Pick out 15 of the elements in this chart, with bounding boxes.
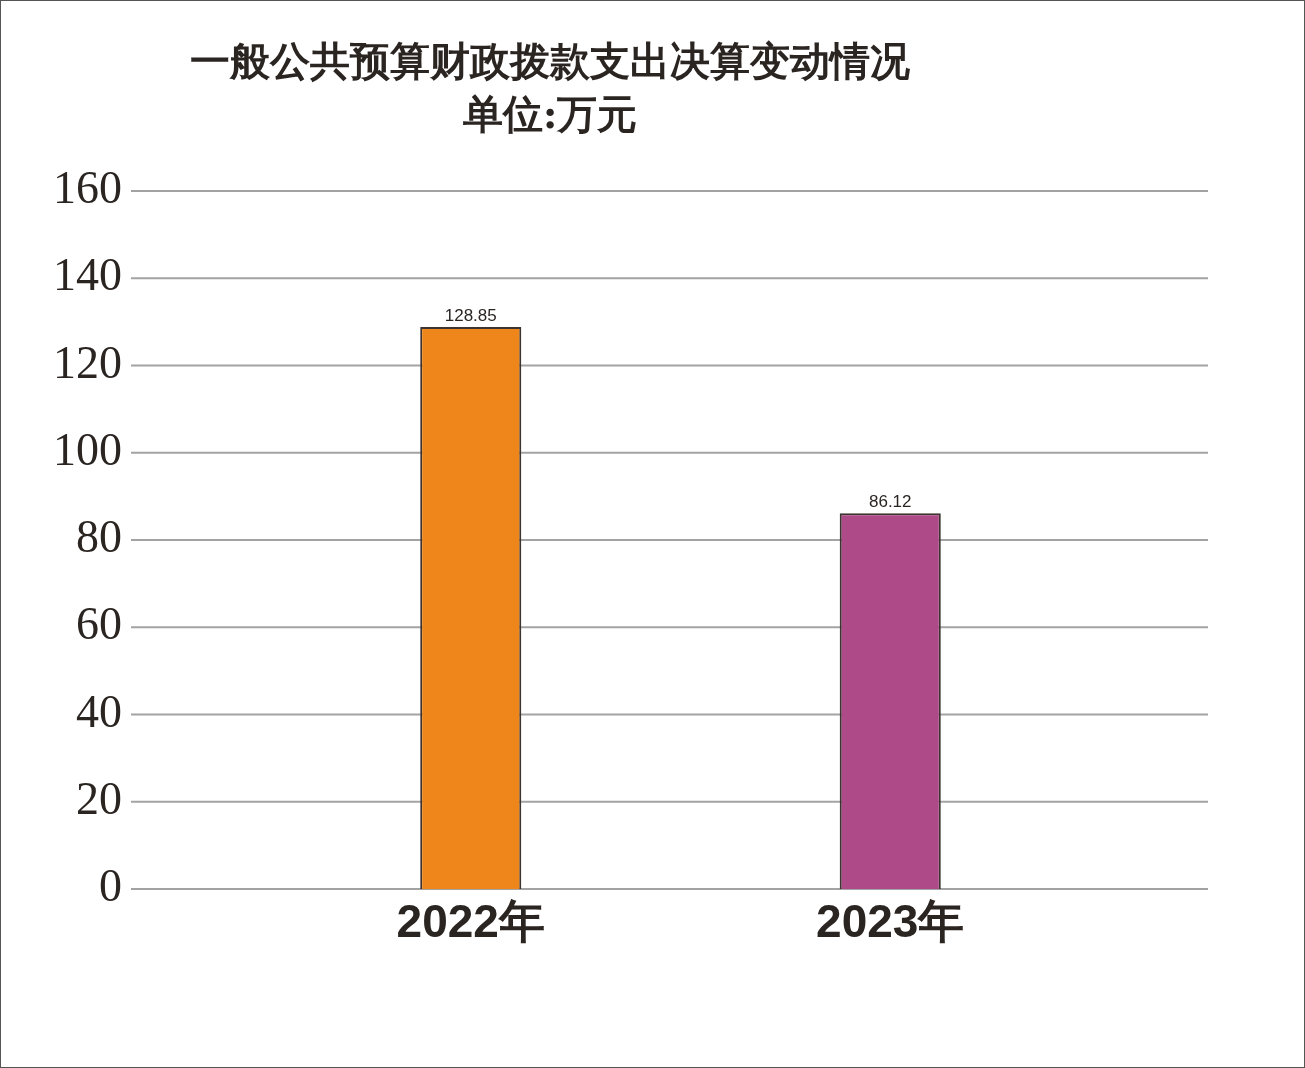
x-tick-label: 2022年 xyxy=(396,895,545,948)
y-tick-label: 140 xyxy=(53,249,122,301)
x-tick-label: 2023年 xyxy=(816,895,965,948)
chart-subtitle: 单位:万元 xyxy=(461,90,638,138)
y-tick-label: 100 xyxy=(53,423,122,475)
y-tick-label: 0 xyxy=(99,860,122,912)
y-tick-label: 160 xyxy=(53,162,122,214)
y-tick-label: 40 xyxy=(76,685,122,737)
data-label: 86.12 xyxy=(868,492,912,512)
chart-title: 一般公共预算财政拨款支出决算变动情况 xyxy=(190,37,910,85)
y-tick-label: 120 xyxy=(53,336,122,388)
data-label: 128.85 xyxy=(444,306,497,326)
y-tick-label: 20 xyxy=(76,772,122,824)
y-tick-label: 60 xyxy=(76,598,122,650)
y-tick-label: 80 xyxy=(76,511,122,563)
